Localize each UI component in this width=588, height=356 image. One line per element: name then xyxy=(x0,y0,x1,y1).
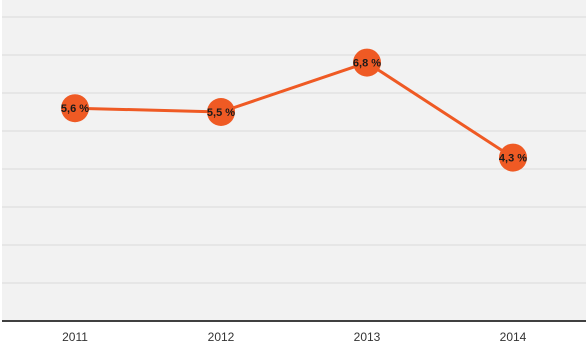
x-tick-label: 2012 xyxy=(208,330,235,344)
x-tick-label: 2011 xyxy=(62,330,88,344)
data-point-marker xyxy=(207,98,235,126)
data-series xyxy=(61,48,527,172)
plot-background xyxy=(2,0,586,321)
x-tick-label: 2014 xyxy=(500,330,527,344)
data-point-marker xyxy=(61,94,89,123)
x-tick-label: 2013 xyxy=(354,330,381,344)
plot-area xyxy=(2,0,586,321)
series-line xyxy=(74,61,514,159)
gridlines xyxy=(2,16,586,284)
data-label: 4,3 % xyxy=(499,153,527,165)
data-label: 5,6 % xyxy=(61,103,89,115)
data-labels: 5,6 % 5,5 % 6,8 % 4,3 % xyxy=(61,58,527,165)
data-point-marker xyxy=(499,143,527,172)
data-label: 5,5 % xyxy=(207,107,235,119)
x-axis: 2011 2012 2013 2014 xyxy=(2,320,586,344)
data-label: 6,8 % xyxy=(353,58,381,70)
data-point-marker xyxy=(353,48,381,77)
